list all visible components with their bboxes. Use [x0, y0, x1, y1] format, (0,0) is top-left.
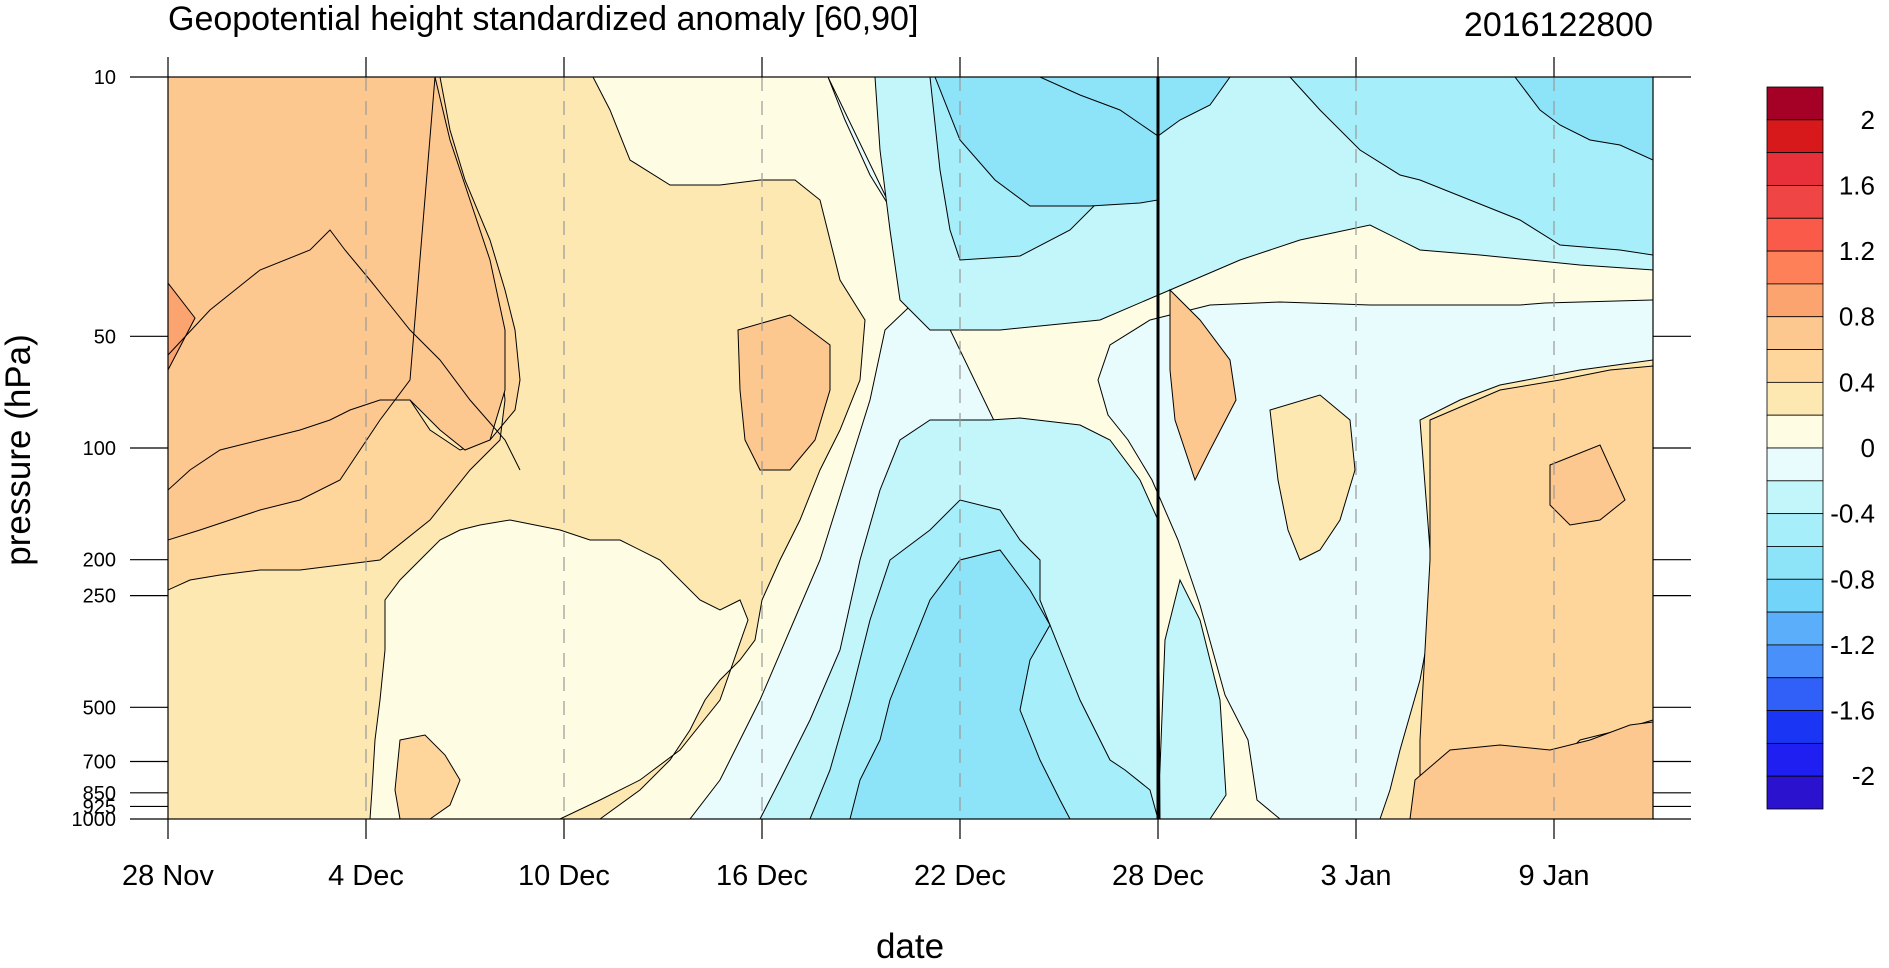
contour-region [168, 77, 1653, 819]
x-tick-label: 28 Dec [1112, 860, 1204, 892]
x-axis-label: date [876, 927, 944, 963]
contour-fill-layer [168, 77, 1653, 819]
colorbar-label: -1.6 [1830, 696, 1875, 726]
colorbar-label: 0.8 [1839, 302, 1875, 332]
colorbar-swatch [1766, 250, 1824, 285]
y-tick-label: 500 [83, 697, 116, 719]
colorbar-label: -2 [1852, 761, 1875, 791]
colorbar-label: -0.8 [1830, 564, 1875, 594]
colorbar-label: -0.4 [1830, 499, 1875, 529]
x-tick-label: 22 Dec [914, 860, 1006, 892]
colorbar-swatch [1766, 86, 1824, 121]
colorbar-swatch [1766, 381, 1824, 416]
contour-region [168, 229, 521, 471]
y-tick-label: 1000 [72, 809, 117, 831]
x-tick-label: 4 Dec [328, 860, 404, 892]
colorbar-swatch [1766, 414, 1824, 449]
colorbar-swatch [1766, 742, 1824, 777]
y-tick-label: 200 [83, 550, 116, 572]
colorbar-swatch [1766, 775, 1824, 810]
y-tick-label: 925 [83, 796, 116, 818]
colorbar-label: 0 [1861, 433, 1875, 463]
colorbar-label: 1.2 [1839, 236, 1875, 266]
y-tick-label: 850 [83, 783, 116, 805]
chart-title: Geopotential height standardized anomaly… [168, 0, 918, 38]
colorbar-swatch [1766, 152, 1824, 186]
colorbar-swatch [1766, 513, 1824, 547]
y-tick-label: 50 [94, 326, 116, 348]
x-tick-label: 9 Jan [1519, 860, 1590, 892]
colorbar-swatch [1766, 316, 1824, 350]
colorbar-swatch [1766, 480, 1824, 515]
colorbar-swatch [1766, 677, 1824, 711]
colorbar-swatch [1766, 611, 1824, 646]
colorbar-label: 1.6 [1839, 170, 1875, 200]
x-tick-label: 16 Dec [716, 860, 808, 892]
x-tick-label: 10 Dec [518, 860, 610, 892]
y-tick-label: 100 [83, 438, 116, 460]
x-tick-label: 3 Jan [1321, 860, 1392, 892]
colorbar-swatch [1766, 546, 1824, 580]
chart-timestamp: 2016122800 [1464, 6, 1653, 44]
contour-region [168, 77, 1653, 819]
contour-region [849, 77, 1653, 819]
colorbar-swatch [1766, 644, 1824, 679]
colorbar: 2 1.6 1.2 0.8 0.4 0 -0.4 -0.8 -1.2 -1.6 -2 [1766, 86, 1875, 810]
y-tick-label: 250 [83, 586, 116, 608]
x-axis: 28 Nov 4 Dec 10 Dec 16 Dec 22 Dec 28 Dec 3 Jan… [122, 57, 1589, 892]
colorbar-label: -1.2 [1830, 630, 1875, 660]
x-tick-label: 28 Nov [122, 860, 214, 892]
colorbar-label: 2 [1861, 105, 1875, 135]
colorbar-swatch [1766, 283, 1824, 318]
colorbar-swatch [1766, 578, 1824, 613]
colorbar-swatch [1766, 185, 1824, 219]
colorbar-swatch [1766, 119, 1824, 154]
colorbar-swatch [1766, 349, 1824, 383]
y-tick-label: 10 [94, 67, 116, 89]
date-gridlines [365, 77, 1555, 819]
y-axis-label: pressure (hPa) [0, 334, 38, 565]
colorbar-label: 0.4 [1839, 367, 1875, 397]
colorbar-swatch [1766, 447, 1824, 482]
colorbar-swatch [1766, 710, 1824, 744]
y-tick-label: 700 [83, 752, 116, 774]
colorbar-swatch [1766, 217, 1824, 252]
